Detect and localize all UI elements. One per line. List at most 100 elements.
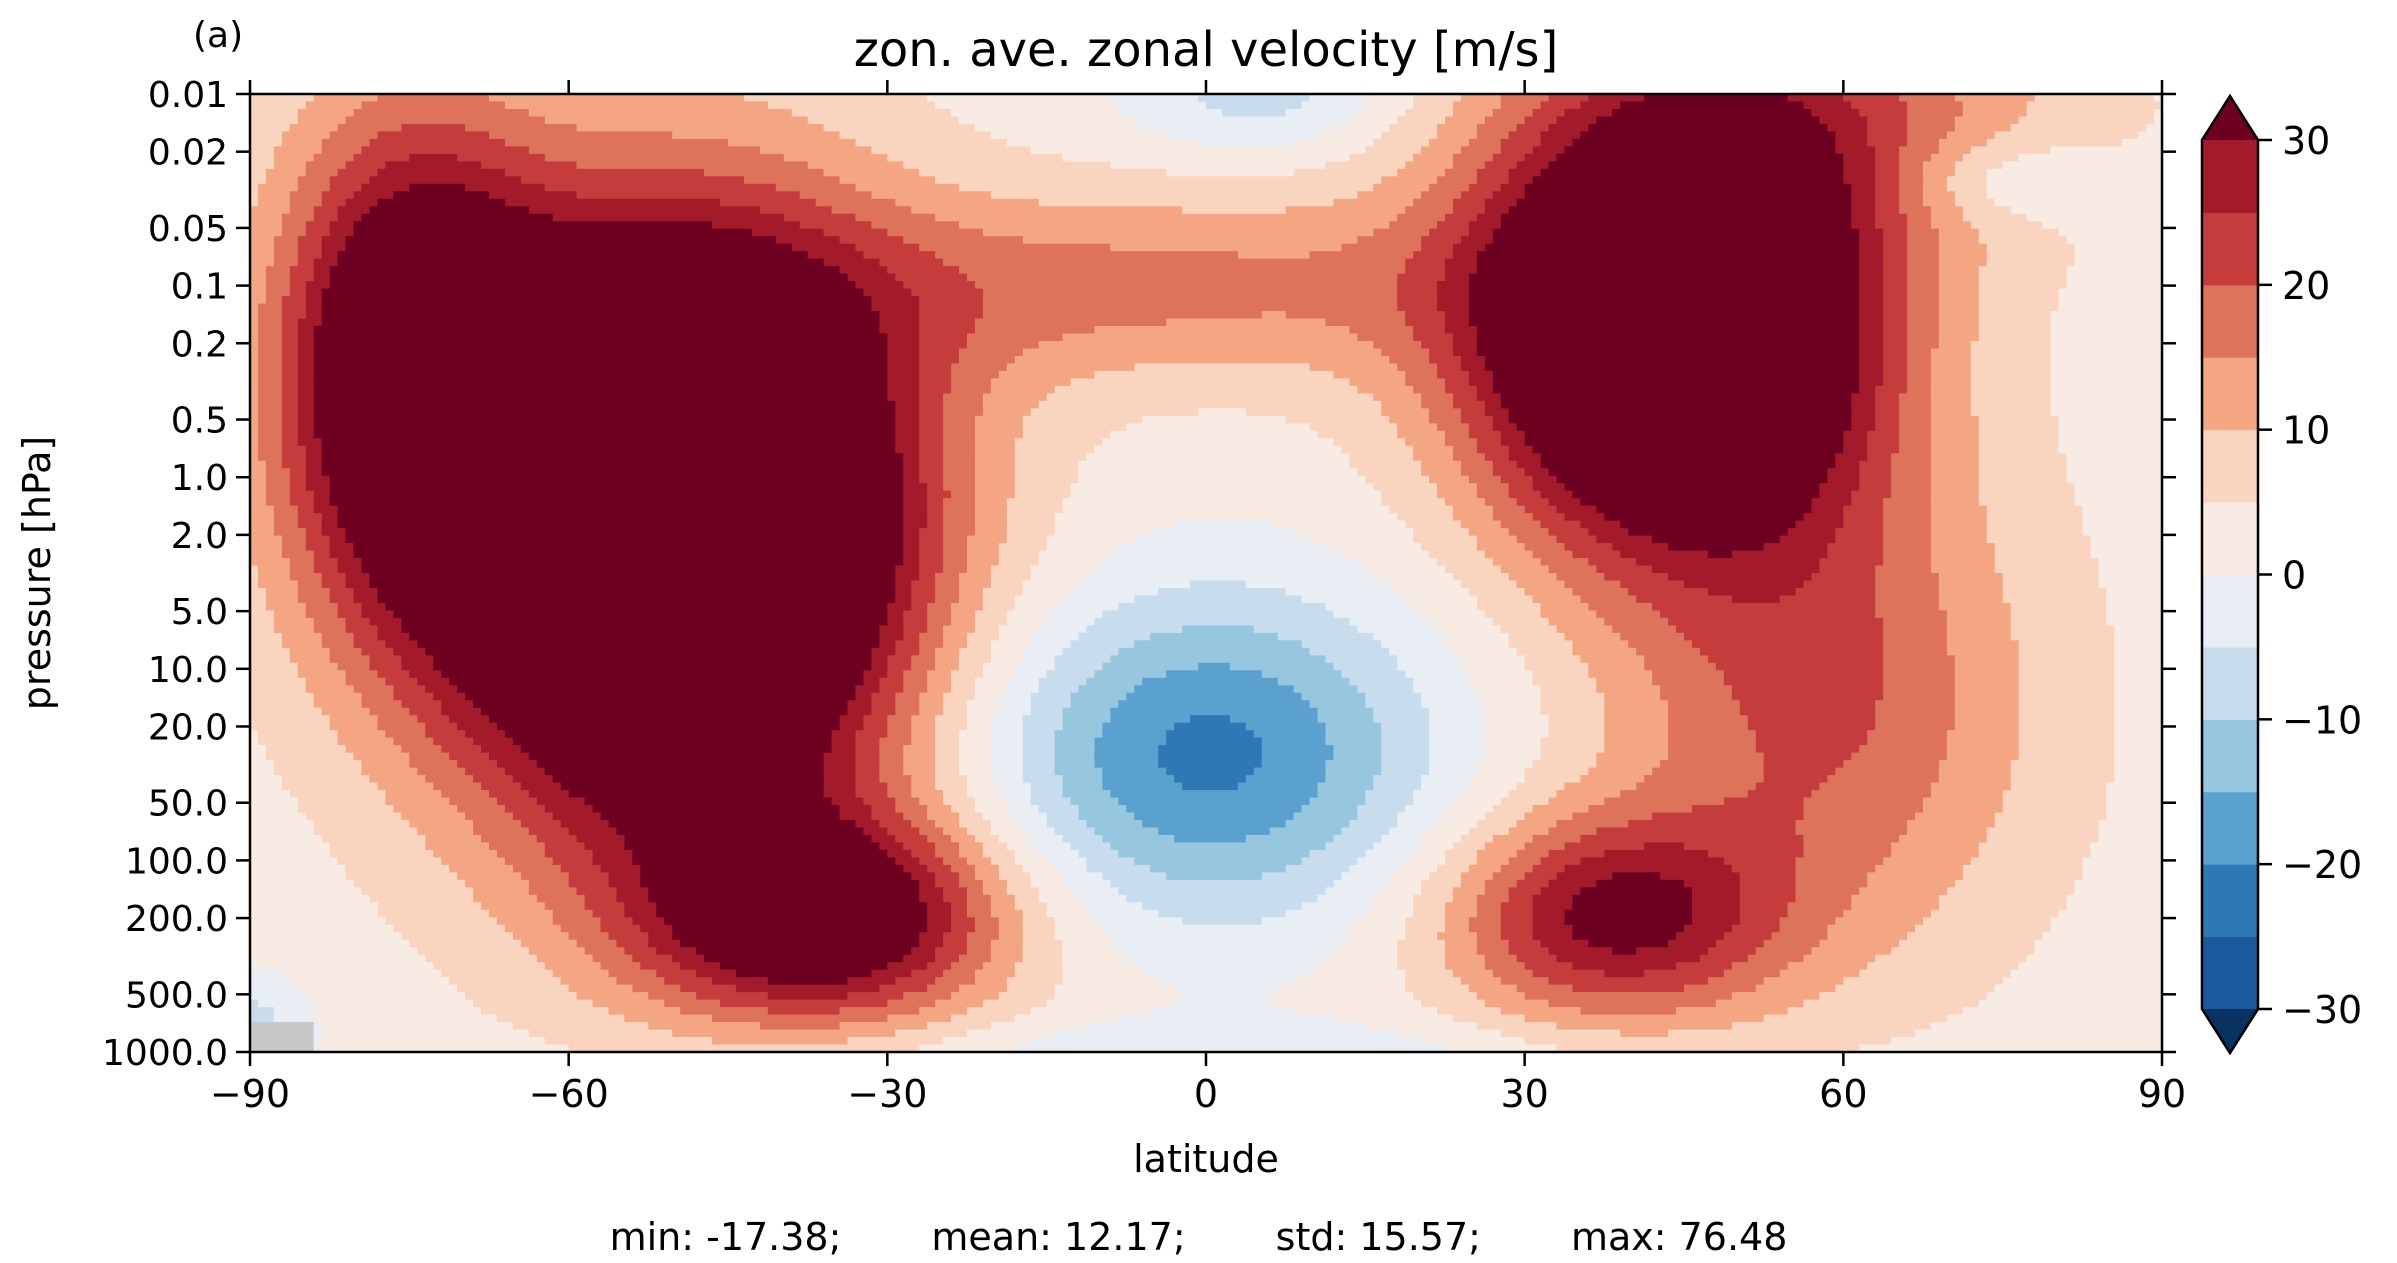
contour-cell bbox=[1938, 587, 2004, 597]
contour-cell bbox=[568, 1044, 920, 1052]
contour-cell bbox=[281, 213, 315, 222]
contour-cell bbox=[1365, 565, 1446, 574]
colorbar-segment bbox=[2202, 791, 2258, 865]
contour-cell bbox=[1946, 183, 1988, 192]
contour-cell bbox=[1190, 715, 1231, 724]
contour-cell bbox=[863, 251, 936, 260]
contour-cell bbox=[2082, 528, 2162, 537]
contour-cell bbox=[250, 168, 267, 177]
contour-cell bbox=[1994, 812, 2107, 821]
contour-cell bbox=[903, 632, 920, 641]
contour-cell bbox=[943, 460, 976, 469]
contour-cell bbox=[552, 857, 594, 866]
contour-cell bbox=[536, 954, 594, 963]
contour-cell bbox=[2018, 707, 2115, 716]
contour-cell bbox=[1731, 992, 1821, 1001]
contour-cell bbox=[1907, 108, 1964, 118]
contour-cell bbox=[289, 790, 387, 799]
contour-cell bbox=[369, 617, 402, 626]
contour-cell bbox=[1859, 236, 1884, 245]
contour-cell bbox=[1014, 969, 1064, 978]
contour-cell bbox=[887, 228, 984, 237]
contour-cell bbox=[1421, 879, 1462, 888]
contour-cell bbox=[990, 580, 1024, 589]
contour-cell bbox=[425, 834, 482, 844]
contour-cell bbox=[1907, 273, 1940, 282]
contour-cell bbox=[951, 685, 976, 694]
contour-cell bbox=[528, 108, 793, 118]
contour-cell bbox=[1803, 849, 1892, 858]
contour-cell bbox=[1867, 438, 1900, 447]
contour-cell bbox=[1022, 745, 1056, 754]
contour-cell bbox=[1508, 827, 1550, 836]
contour-cell bbox=[759, 146, 872, 155]
contour-cell bbox=[2114, 767, 2162, 776]
contour-cell bbox=[1460, 363, 1486, 372]
contour-cell bbox=[2018, 752, 2115, 761]
contour-cell bbox=[1938, 767, 2012, 776]
contour-cell bbox=[927, 812, 960, 821]
contour-cell bbox=[959, 348, 1024, 357]
contour-cell bbox=[990, 894, 1016, 903]
contour-cell bbox=[265, 483, 291, 492]
contour-cell bbox=[887, 393, 920, 402]
contour-cell bbox=[1707, 977, 1765, 986]
contour-cell bbox=[2114, 715, 2162, 724]
contour-cell bbox=[1508, 206, 1852, 215]
contour-cell bbox=[504, 767, 546, 776]
contour-cell bbox=[1938, 228, 1980, 237]
contour-cell bbox=[1126, 692, 1303, 701]
contour-cell bbox=[1022, 236, 1358, 245]
contour-cell bbox=[1883, 625, 1948, 634]
contour-cell bbox=[935, 999, 984, 1008]
contour-cell bbox=[1094, 670, 1167, 679]
contour-cell bbox=[2066, 468, 2162, 477]
contour-cell bbox=[1859, 745, 1948, 754]
contour-cell bbox=[1835, 131, 1868, 140]
contour-cell bbox=[1731, 1022, 1932, 1031]
contour-cell bbox=[943, 475, 976, 484]
contour-cell bbox=[289, 647, 331, 656]
contour-cell bbox=[1405, 969, 1454, 978]
contour-cell bbox=[1014, 460, 1080, 469]
contour-cell bbox=[1930, 460, 1980, 469]
contour-cell bbox=[1094, 752, 1159, 761]
contour-cell bbox=[1445, 311, 1470, 320]
contour-cell bbox=[2058, 288, 2162, 297]
contour-cell bbox=[1110, 430, 1319, 439]
contour-cell bbox=[2002, 805, 2107, 814]
contour-cell bbox=[257, 415, 283, 424]
contour-cell bbox=[624, 902, 657, 911]
contour-cell bbox=[911, 206, 1183, 215]
contour-cell bbox=[1930, 348, 1972, 357]
contour-cell bbox=[1086, 625, 1183, 634]
contour-cell bbox=[1994, 131, 2139, 140]
contour-cell bbox=[250, 370, 259, 379]
contour-cell bbox=[313, 408, 896, 417]
contour-cell bbox=[1054, 385, 1358, 394]
contour-cell bbox=[1301, 692, 1366, 701]
contour-cell bbox=[1954, 692, 2020, 701]
contour-cell bbox=[1269, 520, 1406, 529]
contour-cell bbox=[847, 977, 896, 986]
contour-cell bbox=[1938, 760, 2012, 769]
contour-cell bbox=[927, 490, 952, 499]
contour-cell bbox=[1078, 805, 1127, 814]
contour-cell bbox=[321, 146, 363, 155]
contour-cell bbox=[1604, 715, 1669, 724]
contour-cell bbox=[1492, 423, 1518, 432]
contour-cell bbox=[1102, 610, 1335, 619]
contour-cell bbox=[393, 737, 434, 746]
contour-cell bbox=[1907, 213, 1932, 222]
contour-cell bbox=[457, 805, 506, 814]
contour-cell bbox=[998, 917, 1024, 926]
contour-cell bbox=[250, 251, 275, 260]
contour-cell bbox=[1843, 168, 1876, 177]
contour-cell bbox=[1492, 191, 1526, 200]
contour-cell bbox=[1014, 453, 1088, 462]
contour-cell bbox=[1946, 647, 2020, 656]
contour-cell bbox=[1843, 520, 1884, 529]
contour-cell bbox=[1986, 243, 2075, 252]
contour-cell bbox=[1811, 573, 1876, 582]
contour-cell bbox=[473, 700, 849, 709]
